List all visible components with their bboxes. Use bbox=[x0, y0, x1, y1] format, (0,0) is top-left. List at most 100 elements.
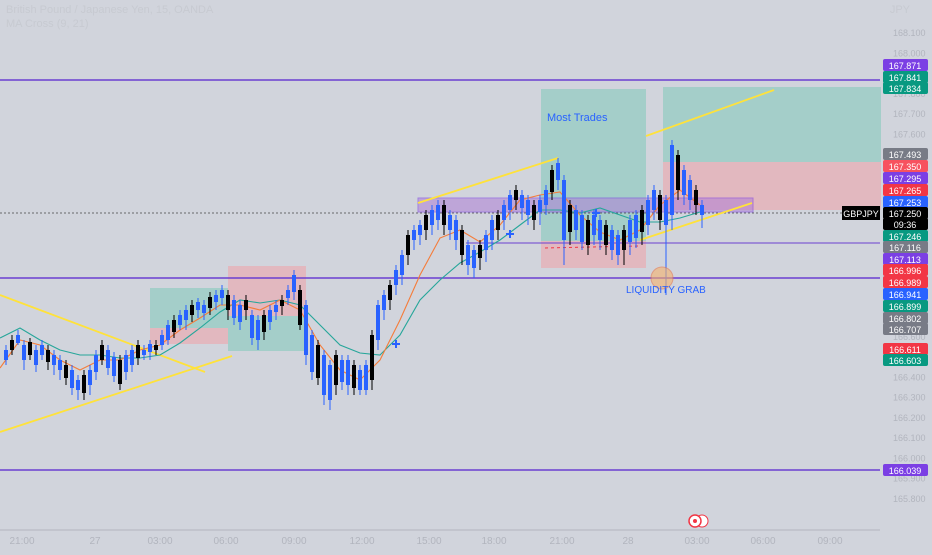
price-tick-label: 167.600 bbox=[893, 129, 926, 139]
candle-body bbox=[76, 380, 80, 390]
price-label-text: 166.707 bbox=[889, 325, 922, 335]
candle-body bbox=[364, 365, 368, 390]
candle-body bbox=[280, 300, 284, 306]
price-label-text: 166.996 bbox=[889, 266, 922, 276]
price-label-text: 166.899 bbox=[889, 302, 922, 312]
candle-body bbox=[658, 195, 662, 220]
time-tick-label: 21:00 bbox=[9, 536, 34, 547]
price-label-tag bbox=[883, 241, 928, 253]
candle-body bbox=[514, 190, 518, 200]
price-label-tag bbox=[883, 354, 928, 366]
time-tick-label: 27 bbox=[89, 536, 101, 547]
candle-body bbox=[124, 355, 128, 372]
candle-body bbox=[148, 344, 152, 352]
candle-body bbox=[460, 230, 464, 255]
candle-body bbox=[130, 350, 134, 365]
price-label-text: 167.265 bbox=[889, 186, 922, 196]
price-label-text: 166.039 bbox=[889, 466, 922, 476]
candle-body bbox=[214, 295, 218, 302]
time-tick-label: 28 bbox=[622, 536, 634, 547]
candle-body bbox=[202, 305, 206, 313]
candles bbox=[4, 140, 704, 410]
candle-body bbox=[100, 345, 104, 360]
candle-body bbox=[424, 215, 428, 230]
candle-body bbox=[406, 235, 410, 255]
symbol-tag bbox=[842, 206, 880, 220]
target-icon[interactable] bbox=[688, 514, 709, 528]
candle-body bbox=[526, 200, 530, 215]
most-trades-short-box bbox=[541, 241, 646, 268]
price-label-tag bbox=[883, 276, 928, 288]
candle-body bbox=[136, 345, 140, 358]
candle-body bbox=[184, 310, 188, 320]
candle-body bbox=[688, 180, 692, 200]
candle-body bbox=[412, 230, 416, 240]
candle-body bbox=[40, 345, 44, 355]
price-label-tag bbox=[883, 59, 928, 71]
candle-body bbox=[598, 220, 602, 240]
trendline-1 bbox=[0, 294, 206, 373]
price-label-tag bbox=[883, 264, 928, 276]
price-label-text: 09:36 bbox=[894, 220, 917, 230]
candle-body bbox=[418, 225, 422, 235]
candle-body bbox=[550, 170, 554, 192]
candle-body bbox=[22, 345, 26, 360]
candle-body bbox=[610, 230, 614, 250]
candle-body bbox=[226, 295, 230, 310]
price-tick-label: 166.200 bbox=[893, 413, 926, 423]
ma-slow-line bbox=[0, 207, 701, 359]
position-boxes bbox=[150, 87, 881, 351]
time-axis[interactable]: 21:00 27 03:00 06:00 09:00 12:00 15:00 18:00 21:… bbox=[9, 536, 842, 547]
price-tick-label: 166.300 bbox=[893, 393, 926, 403]
price-label-tag bbox=[883, 71, 928, 83]
candle-body bbox=[16, 335, 20, 343]
price-label-text: 166.603 bbox=[889, 356, 922, 366]
candle-body bbox=[652, 190, 656, 210]
candle-body bbox=[604, 225, 608, 245]
candle-body bbox=[70, 370, 74, 388]
candle-body bbox=[328, 365, 332, 400]
price-label-tag bbox=[883, 148, 928, 160]
price-tick-label: 166.400 bbox=[893, 372, 926, 382]
candle-body bbox=[316, 345, 320, 378]
candle-body bbox=[694, 190, 698, 205]
symbol-tag-text: GBPJPY bbox=[843, 209, 879, 219]
price-tick-label: 165.800 bbox=[893, 494, 926, 504]
price-label-tag bbox=[883, 160, 928, 172]
price-label-text: 167.834 bbox=[889, 84, 922, 94]
price-label-text: 167.871 bbox=[889, 61, 922, 71]
horizontal-levels bbox=[0, 79, 880, 471]
price-tick-label: 165.900 bbox=[893, 474, 926, 484]
ma-cross-markers bbox=[392, 209, 600, 348]
candle-body bbox=[10, 340, 14, 350]
candle-body bbox=[700, 205, 704, 215]
price-label-tag bbox=[883, 300, 928, 312]
candle-body bbox=[472, 250, 476, 268]
price-label-text: 167.250 bbox=[889, 209, 922, 219]
price-label-text: 166.802 bbox=[889, 314, 922, 324]
candle-body bbox=[64, 365, 68, 378]
time-tick-label: 06:00 bbox=[750, 536, 775, 547]
price-label-tag bbox=[883, 82, 928, 94]
time-tick-label: 09:00 bbox=[817, 536, 842, 547]
price-label-text: 166.941 bbox=[889, 290, 922, 300]
price-label-text: 166.611 bbox=[889, 345, 921, 355]
price-label-text: 167.116 bbox=[889, 243, 921, 253]
price-label-tag bbox=[883, 172, 928, 184]
candle-body bbox=[94, 355, 98, 372]
price-tick-label: 166.600 bbox=[893, 332, 926, 342]
candle-body bbox=[262, 315, 266, 332]
candle-body bbox=[562, 180, 566, 240]
candle-body bbox=[388, 285, 392, 300]
candle-body bbox=[292, 275, 296, 292]
candle-body bbox=[154, 345, 158, 350]
price-label-tag bbox=[883, 464, 928, 476]
candle-body bbox=[400, 255, 404, 275]
candle-body bbox=[256, 320, 260, 340]
candle-body bbox=[298, 290, 302, 325]
time-tick-label: 09:00 bbox=[281, 536, 306, 547]
candle-body bbox=[640, 210, 644, 232]
